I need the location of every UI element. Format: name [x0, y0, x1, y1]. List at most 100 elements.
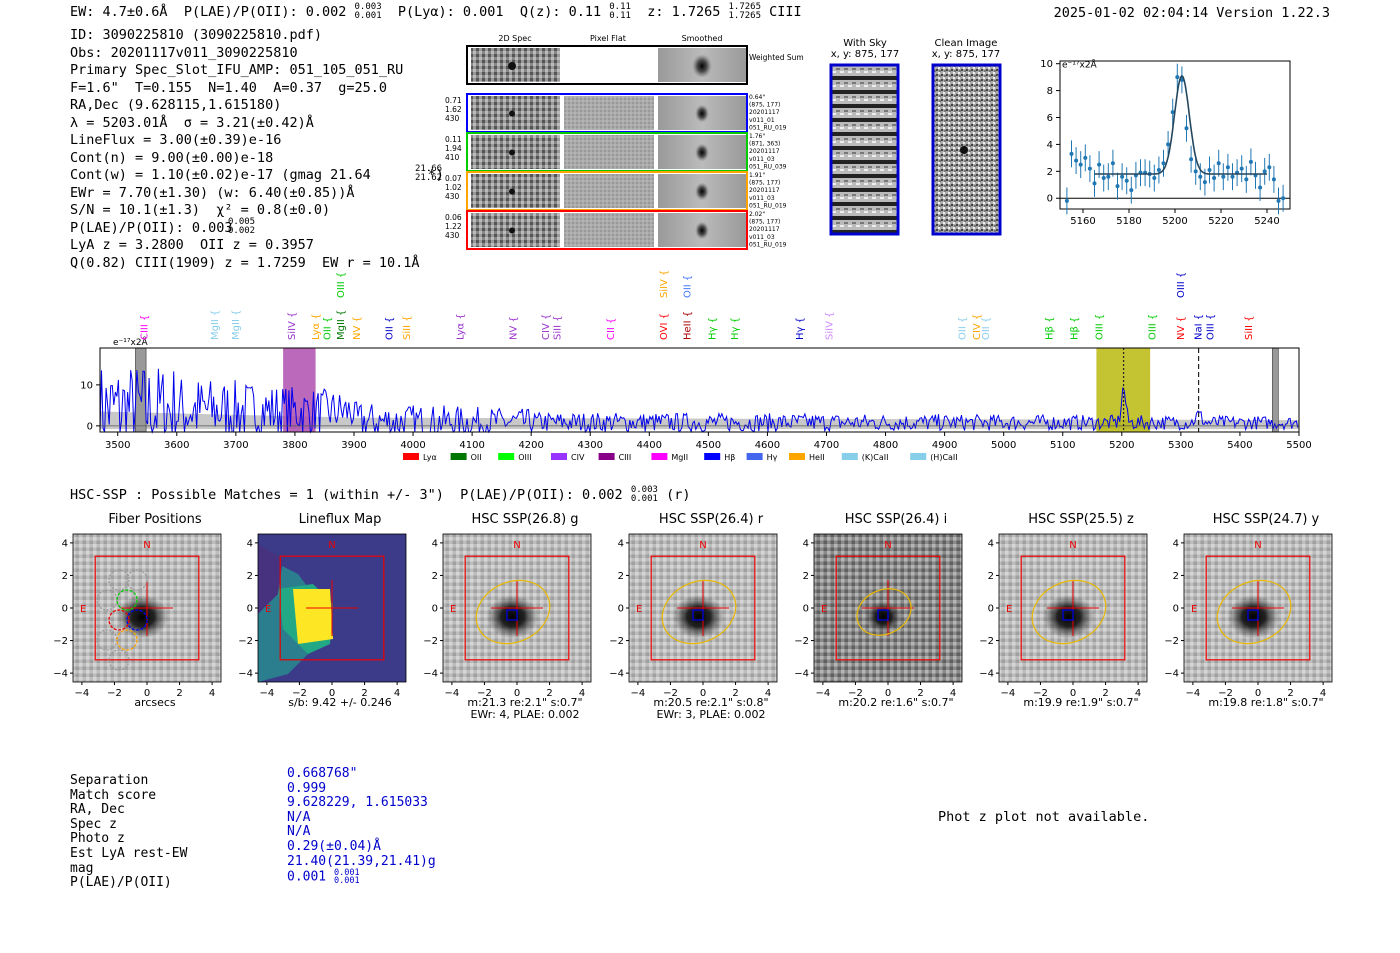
cutout-footer-line: m:20.5 re:2.1" s:0.8": [653, 696, 769, 709]
cutout-ytick-label: 2: [803, 571, 809, 582]
spectrum-xtick-label: 3700: [223, 440, 248, 451]
fit-data-point: [1276, 198, 1281, 203]
match-label: P(LAE)/P(OII): [70, 875, 172, 891]
spectrum-line-label: OII {: [322, 317, 333, 340]
fit-xtick-label: 5180: [1116, 216, 1141, 227]
header-ew: EW: 4.7±0.6Å: [70, 4, 168, 20]
cutout-ytick-label: 0: [1173, 604, 1179, 615]
aperture-box: [1020, 555, 1126, 661]
weighted-sum-row: [466, 45, 748, 85]
spec2d-row-blob: [695, 143, 709, 162]
spectrum-xtick-label: 4500: [696, 440, 721, 451]
cutout-footer: m:19.8 re:1.8" s:0.7": [1181, 697, 1351, 709]
spectrum-line-label: Hβ {: [1070, 317, 1081, 340]
north-label: N: [884, 540, 891, 551]
fit-ytick-label: 2: [1047, 167, 1053, 178]
fit-data-point: [1230, 174, 1235, 179]
match-value: N/A: [287, 824, 311, 840]
spectrum-line-label: SiII {: [402, 315, 413, 340]
spectrum-line-label: Lyα {: [311, 313, 322, 340]
match-label: Match score: [70, 787, 157, 803]
fit-data-point: [1087, 166, 1092, 171]
cutout-xtick-label: 2: [917, 688, 923, 699]
with-sky-title: With Sky x, y: 875, 177: [830, 38, 900, 60]
fit-data-point: [1184, 126, 1189, 131]
spec2d-row-2dspec: [471, 96, 560, 130]
cutout-xtick-label: −2: [663, 688, 678, 699]
spectrum-xtick-label: 4800: [873, 440, 898, 451]
spectrum-line-label: SiIV {: [824, 311, 835, 339]
spec2d-row-note: v011_01: [749, 117, 775, 124]
spectrum-xtick-label: 5300: [1168, 440, 1193, 451]
cutout-ytick-label: 2: [988, 571, 994, 582]
fiber-circle: [126, 609, 148, 631]
info-slot: Primary Spec_Slot_IFU_AMP: 051_105_051_R…: [70, 62, 404, 78]
info-plae: P(LAE)/P(OII): 0.003: [70, 219, 233, 236]
sky-clean-cutouts: [829, 63, 1002, 236]
match-value: 0.668768": [287, 766, 358, 781]
legend-swatch: [598, 453, 615, 460]
spectrum-line-label: OIII {: [336, 272, 347, 298]
spectrum-line-label: OII {: [957, 317, 968, 340]
fit-data-point: [1074, 158, 1079, 163]
legend-label: Hγ: [767, 453, 778, 462]
hsc-matches-title: HSC-SSP : Possible Matches = 1 (within +…: [70, 485, 691, 504]
header-summary: EW: 4.7±0.6Å P(LAE)/P(OII): 0.002 0.003 0…: [70, 2, 802, 21]
spec2d-row-note: 051_RU_019: [749, 202, 787, 209]
fit-xtick-label: 5220: [1208, 216, 1233, 227]
fit-data-point: [1124, 178, 1129, 183]
east-label: E: [636, 604, 642, 615]
cutout-title: HSC SSP(26.4) r: [658, 512, 764, 527]
fiber-circle: [96, 589, 118, 611]
fit-data-point: [1193, 169, 1198, 174]
fit-data-point: [1175, 75, 1180, 80]
spec2d-row-note: 20201117: [749, 148, 780, 155]
cutout-panel: N E 4 −4 2 −2 0 0 −2 2 −4 4: [794, 533, 963, 699]
fit-data-point: [1258, 185, 1263, 190]
spectrum-xtick-label: 4400: [637, 440, 662, 451]
cutout-ytick-label: 4: [618, 538, 624, 549]
cutout-xtick-label: 2: [546, 688, 552, 699]
spectrum-masked-band: [1272, 347, 1279, 433]
east-label: E: [1191, 604, 1197, 615]
spec2d-cutouts: 2D Spec Pixel Flat Smoothed Weighted Sum…: [445, 34, 804, 250]
spectrum-xtick-label: 5500: [1286, 440, 1311, 451]
fit-xtick-label: 5200: [1162, 216, 1187, 227]
aperture-box: [1205, 555, 1311, 661]
cutout-ytick-label: −4: [609, 669, 624, 680]
cutout-footer-line: m:20.2 re:1.6" s:0.7": [838, 696, 954, 709]
fit-data-point: [1106, 174, 1111, 179]
info-id: ID: 3090225810 (3090225810.pdf): [70, 27, 322, 43]
fiber-circle: [108, 569, 130, 591]
fit-ytick-label: 0: [1047, 194, 1053, 205]
legend-label: OII: [471, 453, 482, 462]
cutout-panel: N E 4 −4 2 −2 0 0 −2 2 −4 4: [423, 533, 592, 699]
spec2d-row-note: 051_RU_019: [749, 241, 787, 248]
spectrum-line-label: NV {: [508, 316, 519, 340]
match-value: 9.628229, 1.615033: [287, 795, 428, 811]
cutout-ytick-label: 0: [988, 604, 994, 615]
spectrum-line-label: NaI {: [1194, 314, 1205, 340]
legend-swatch: [498, 453, 515, 460]
cutout-source: [865, 600, 902, 633]
cutout-footer: m:21.3 re:2.1" s:0.7" EWr: 4, PLAE: 0.002: [440, 697, 610, 721]
spectrum-line-label: HeII {: [683, 311, 694, 340]
fit-data-point: [1161, 161, 1166, 166]
fiber-circle: [108, 609, 130, 631]
spectrum-xtick-label: 3800: [282, 440, 307, 451]
fit-data-point: [1083, 155, 1088, 160]
spectrum-line-label: MgII {: [231, 310, 242, 340]
full-spectrum-chart: 3500 3600 3700 3800 3900 4000 4100 4200 4300 4400…: [80, 270, 1311, 462]
spectrum-xtick-label: 4300: [578, 440, 603, 451]
aperture-box: [464, 555, 570, 661]
fiber-circle: [116, 589, 138, 611]
cutout-ytick-label: 2: [432, 571, 438, 582]
cutout-xtick-label: −4: [816, 688, 831, 699]
cutout-ytick-label: 2: [618, 571, 624, 582]
lineflux-region: [258, 544, 283, 614]
cutout-xtick-label: 4: [394, 688, 400, 699]
cutout-xtick-label: 2: [1287, 688, 1293, 699]
match-box: [1062, 609, 1074, 621]
cutout-title: Fiber Positions: [108, 512, 202, 527]
cutout-ytick-label: −2: [609, 636, 624, 647]
